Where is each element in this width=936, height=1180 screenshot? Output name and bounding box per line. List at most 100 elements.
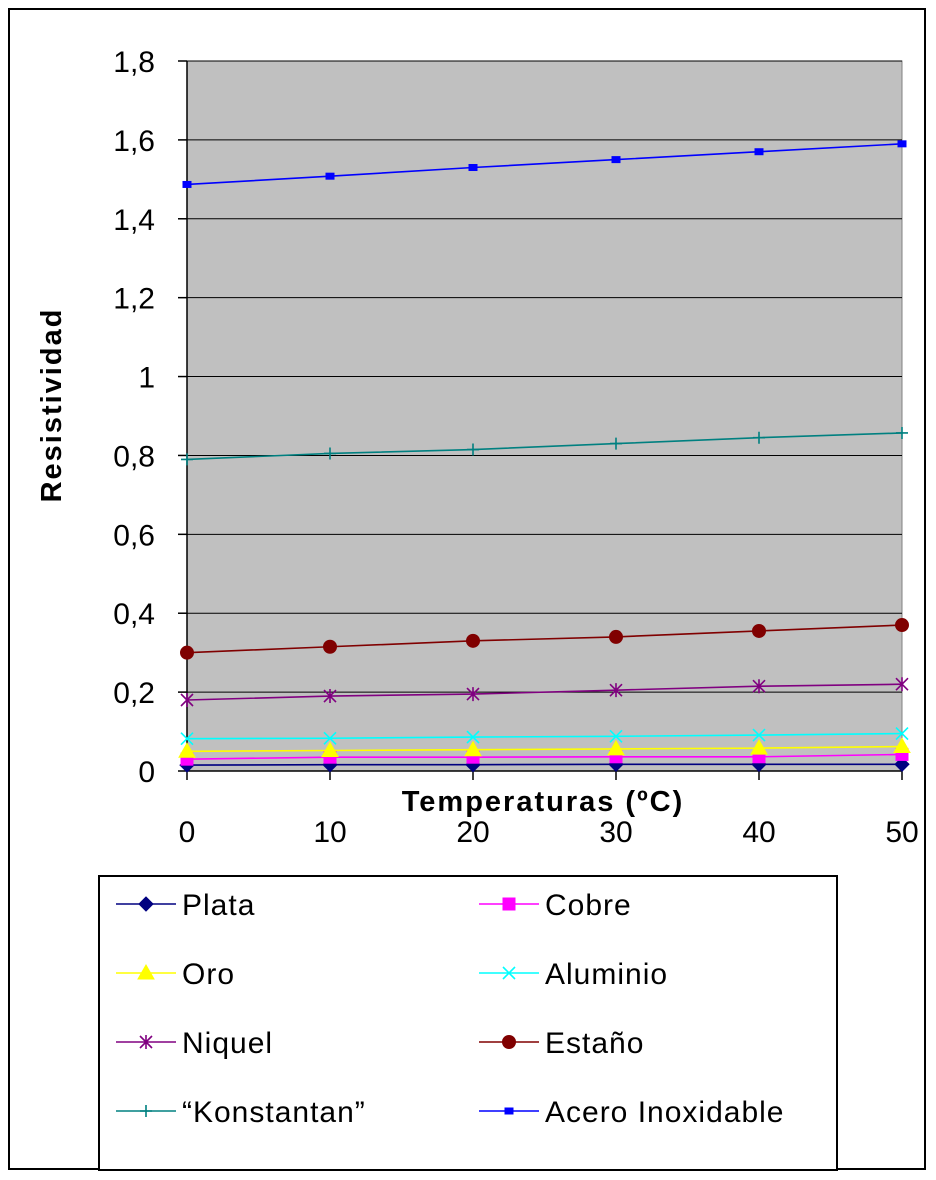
x-tick-label-3: 30 [599, 816, 632, 849]
data-point-2-0 [178, 742, 196, 758]
y-tick-label-5: 1 [138, 362, 155, 395]
series-3 [180, 726, 909, 746]
data-point-4-4 [752, 679, 766, 694]
legend-item-0: Plata [116, 889, 255, 922]
x-tick-label-0: 0 [179, 816, 196, 849]
data-point-4-5 [895, 677, 909, 692]
data-point-7-1 [325, 172, 335, 180]
legend-label-7: Acero Inoxidable [545, 1096, 784, 1129]
y-tick-label-2: 0,4 [113, 598, 155, 631]
series-line-7 [186, 143, 903, 186]
data-point-6-4 [753, 431, 765, 444]
y-tick-label-0: 0 [138, 756, 155, 789]
data-point-3-0 [180, 732, 194, 746]
legend-box [98, 875, 838, 1171]
series-line-3 [186, 732, 903, 740]
legend-item-7: Acero Inoxidable [479, 1096, 784, 1129]
y-tick-label-3: 0,6 [113, 519, 155, 552]
data-point-7-5 [897, 140, 907, 148]
data-point-7-4 [754, 148, 764, 156]
legend-swatch-marker-1 [502, 897, 516, 911]
y-tick-label-9: 1,8 [113, 46, 155, 79]
data-point-5-5 [895, 618, 909, 633]
data-point-2-3 [607, 739, 625, 756]
data-point-6-0 [181, 453, 193, 466]
data-point-2-1 [321, 741, 339, 757]
legend-swatch-marker-3 [502, 966, 516, 980]
legend-label-6: “Konstantan” [182, 1096, 366, 1129]
x-tick-label-5: 50 [885, 816, 918, 849]
series-7 [182, 140, 907, 188]
data-point-5-0 [180, 645, 194, 660]
x-tick-label-4: 40 [742, 816, 775, 849]
y-tick-label-4: 0,8 [113, 440, 155, 473]
data-point-3-1 [323, 731, 337, 745]
data-point-5-1 [323, 639, 337, 654]
legend-label-3: Aluminio [545, 958, 668, 991]
legend-label-1: Cobre [545, 889, 632, 922]
series-line-1 [186, 753, 903, 760]
legend-item-1: Cobre [479, 889, 632, 922]
data-point-7-0 [182, 180, 192, 188]
legend-item-2: Oro [116, 958, 235, 991]
data-point-5-3 [609, 629, 623, 644]
axes: 0 0,2 0,4 0,6 0,8 1 1,2 1,4 1,6 1,8 0 10 20 30 40 50 [113, 46, 918, 849]
y-tick-label-6: 1,2 [113, 283, 155, 316]
legend-label-5: Estaño [545, 1027, 644, 1060]
legend-label-4: Niquel [182, 1027, 273, 1060]
data-point-3-2 [466, 730, 480, 744]
legend-item-3: Aluminio [479, 958, 668, 991]
plot-background [186, 60, 903, 772]
data-point-5-2 [466, 633, 480, 648]
data-point-4-3 [609, 683, 623, 698]
y-tick-label-1: 0,2 [113, 677, 155, 710]
legend-label-0: Plata [182, 889, 255, 922]
series-6 [181, 426, 908, 466]
data-point-4-2 [466, 687, 480, 702]
legend-swatch-marker-4 [139, 1035, 153, 1049]
series-line-2 [186, 745, 903, 753]
series-line-6 [186, 432, 903, 461]
series-line-4 [186, 683, 903, 701]
data-point-2-2 [464, 740, 482, 757]
data-point-3-5 [895, 726, 909, 741]
data-point-6-3 [610, 437, 622, 450]
data-point-7-3 [611, 156, 621, 164]
legend: Plata Cobre Oro Aluminio Niquel Estaño “Konsta… [98, 875, 838, 1171]
data-point-5-4 [752, 623, 766, 638]
x-tick-label-1: 10 [313, 816, 346, 849]
legend-swatch-marker-0 [138, 896, 154, 912]
data-point-3-3 [609, 729, 623, 743]
series-2 [178, 737, 911, 758]
data-point-7-2 [468, 164, 478, 171]
series-line-0 [186, 763, 902, 766]
legend-swatch-marker-7 [504, 1107, 514, 1115]
y-tick-label-8: 1,6 [113, 125, 155, 158]
plot-area [186, 60, 903, 772]
data-point-6-1 [324, 447, 336, 460]
axis-labels: Temperaturas (ºC) Resistividad [36, 308, 685, 818]
legend-swatch-marker-2 [137, 963, 155, 980]
series-line-5 [186, 624, 903, 654]
y-axis-title: Resistividad [36, 308, 68, 503]
data-point-4-1 [323, 689, 337, 704]
data-point-6-2 [467, 443, 479, 456]
data-point-4-0 [180, 693, 194, 707]
y-tick-label-7: 1,4 [113, 204, 155, 237]
series-group [178, 140, 911, 773]
legend-item-6: “Konstantan” [116, 1096, 366, 1129]
series-4 [180, 677, 909, 707]
data-point-2-5 [893, 737, 911, 754]
data-point-3-4 [752, 728, 766, 742]
legend-label-2: Oro [182, 958, 235, 991]
legend-item-5: Estaño [479, 1027, 644, 1060]
x-tick-label-2: 20 [456, 816, 489, 849]
legend-swatch-marker-6 [140, 1105, 152, 1117]
data-point-6-5 [896, 426, 908, 439]
data-point-2-4 [750, 739, 768, 755]
series-5 [180, 618, 909, 660]
legend-item-4: Niquel [116, 1027, 273, 1060]
x-axis-title: Temperaturas (ºC) [402, 786, 685, 818]
legend-swatch-marker-5 [502, 1035, 516, 1049]
